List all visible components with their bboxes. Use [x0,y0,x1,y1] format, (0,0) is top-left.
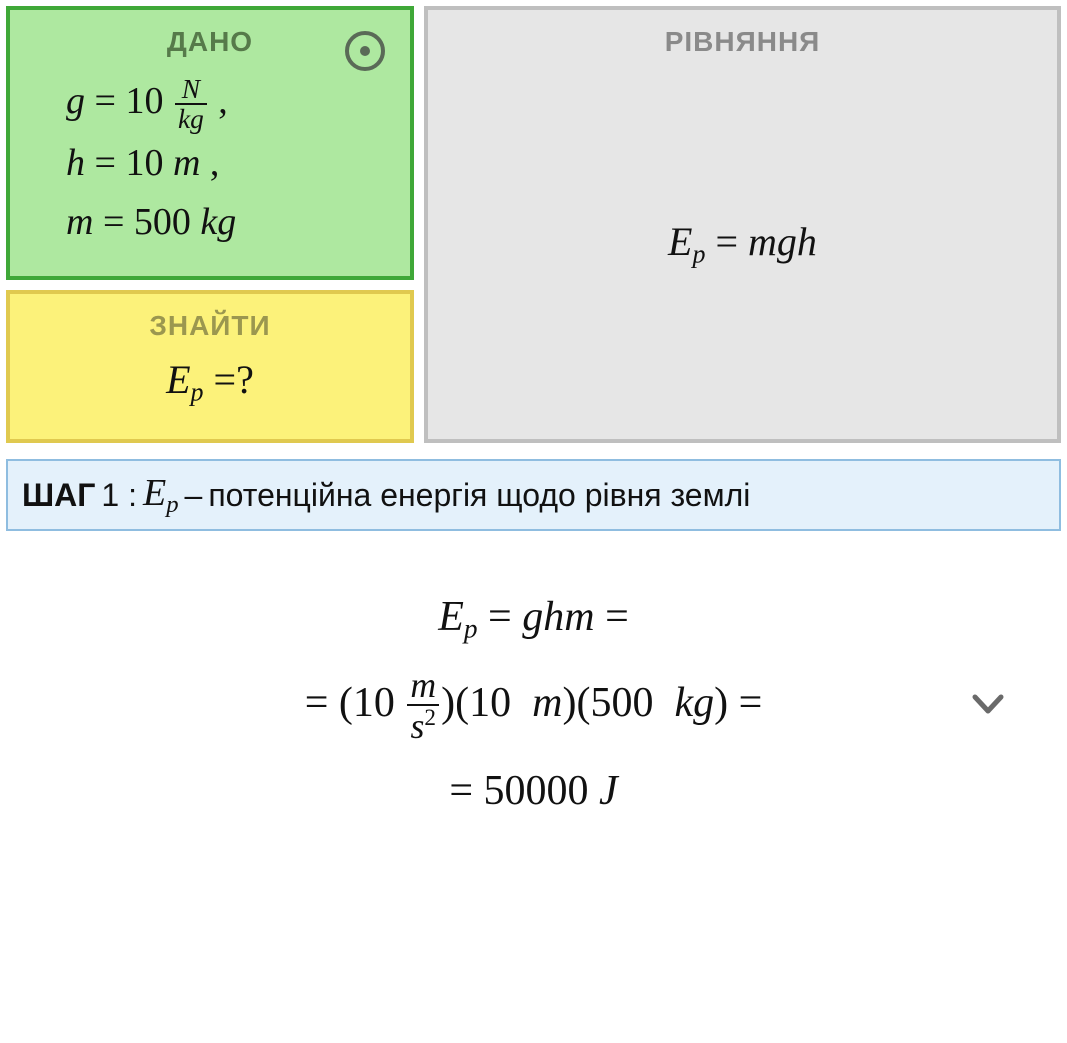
given-h: h = 10 m , [66,134,386,193]
top-grid: ДАНО g = 10 Nkg , h = 10 m , m = 500 kg … [0,0,1067,449]
step-label: ШАГ [22,477,95,514]
solution-line-2: = (10 m s2 )(10 m)(500 kg) = [20,667,1047,746]
find-expression: Ep =? [26,356,394,415]
step-variable: Ep [143,471,179,519]
given-g: g = 10 Nkg , [66,72,386,134]
find-panel: ЗНАЙТИ Ep =? [6,290,414,443]
solution-area: Ep = ghm = = (10 m s2 )(10 m)(500 kg) = … [0,531,1067,877]
given-panel: ДАНО g = 10 Nkg , h = 10 m , m = 500 kg [6,6,414,280]
equation-panel: РІВНЯННЯ Ep = mgh [424,6,1061,443]
step-dash: – [185,477,203,514]
solution-line-1: Ep = ghm = [20,593,1047,645]
equation-formula: Ep = mgh [668,218,817,269]
step-description: потенційна енергія щодо рівня землі [208,477,750,514]
given-lines: g = 10 Nkg , h = 10 m , m = 500 kg [26,72,394,252]
equation-title: РІВНЯННЯ [444,26,1041,58]
given-title: ДАНО [26,26,394,58]
solution-line-3: = 50000 J [20,767,1047,815]
target-icon[interactable] [342,28,388,74]
step-number: 1 : [101,477,137,514]
chevron-down-icon[interactable] [969,685,1007,723]
find-title: ЗНАЙТИ [26,310,394,342]
given-m: m = 500 kg [66,193,386,252]
step-bar[interactable]: ШАГ 1 : Ep – потенційна енергія щодо рів… [6,459,1061,531]
